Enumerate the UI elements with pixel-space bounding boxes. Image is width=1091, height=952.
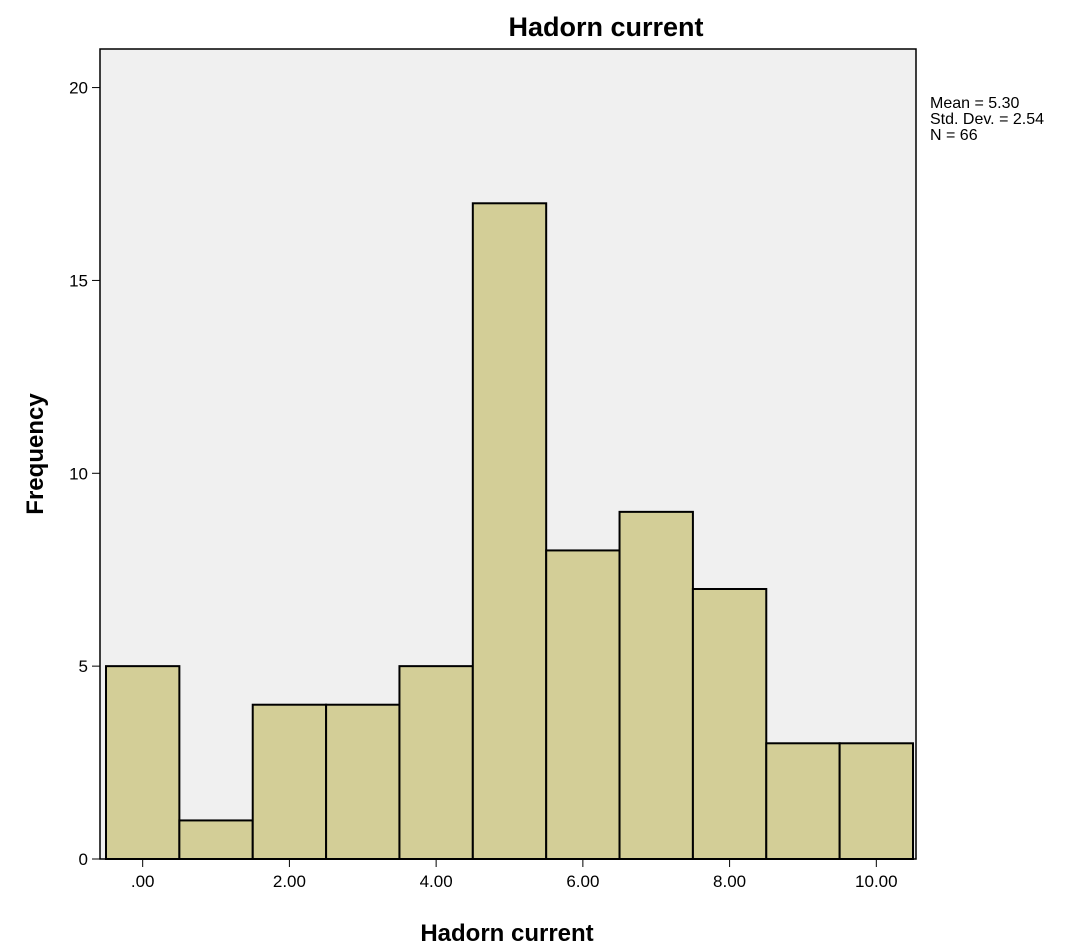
y-tick-label: 20 [69,79,88,98]
y-tick-label: 0 [79,850,88,869]
histogram-bar-7 [618,510,694,860]
bars-group [105,202,914,861]
x-axis: .00 2.00 4.00 6.00 8.00 10.00 [131,859,898,891]
stats-box: Mean = 5.30 Std. Dev. = 2.54 N = 66 [930,95,1044,144]
histogram-bar-9 [765,742,841,860]
histogram-bar-6 [545,549,621,861]
x-tick-label: 10.00 [855,872,898,891]
stats-mean: Mean = 5.30 [930,95,1020,112]
histogram-bar-4 [398,665,474,861]
x-tick-label: 6.00 [566,872,599,891]
y-axis-title: Frequency [22,393,49,515]
histogram-bar-2 [251,703,328,861]
histogram-bar-10 [838,742,914,860]
x-tick-label: 8.00 [713,872,746,891]
histogram-bar-1 [178,819,254,861]
stats-std-dev: Std. Dev. = 2.54 [930,111,1044,128]
y-axis: 0 5 10 15 20 [69,79,100,869]
y-tick-label: 10 [69,464,88,483]
histogram-bar-8 [691,588,768,860]
x-tick-label: 4.00 [420,872,453,891]
stats-n: N = 66 [930,127,978,144]
chart-title: Hadorn current [508,12,703,42]
x-axis-title: Hadorn current [420,920,593,947]
x-tick-label: .00 [131,872,155,891]
x-tick-label: 2.00 [273,872,306,891]
histogram-bar-0 [105,665,181,861]
histogram-bar-3 [325,703,401,861]
y-tick-label: 15 [69,271,88,290]
y-tick-label: 5 [79,657,88,676]
histogram-bar-5 [471,202,548,861]
